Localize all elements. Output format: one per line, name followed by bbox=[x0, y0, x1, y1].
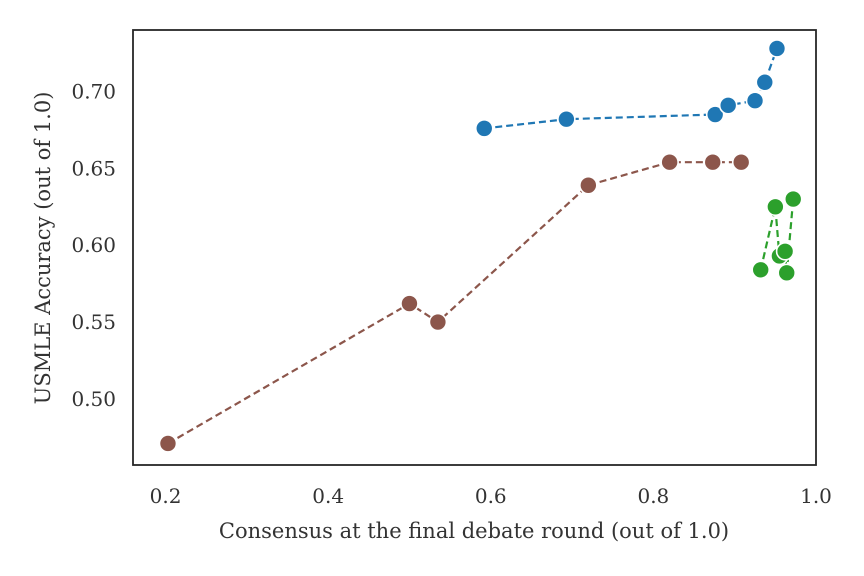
data-point-blue bbox=[557, 109, 576, 129]
data-point-green bbox=[783, 189, 803, 209]
series-layer bbox=[158, 39, 803, 453]
y-axis-label: USMLE Accuracy (out of 1.0) bbox=[31, 92, 55, 405]
data-point-brown bbox=[158, 434, 178, 453]
x-tick-label: 0.4 bbox=[312, 484, 344, 508]
data-point-brown bbox=[428, 312, 448, 332]
data-point-green bbox=[751, 260, 771, 280]
plot-frame bbox=[132, 29, 817, 466]
data-point-brown bbox=[579, 175, 598, 195]
y-tick-label: 0.65 bbox=[71, 156, 116, 180]
y-tick-label: 0.55 bbox=[71, 310, 116, 334]
data-point-blue bbox=[705, 105, 725, 124]
series-line-green bbox=[759, 199, 795, 273]
x-tick-label: 1.0 bbox=[800, 484, 832, 508]
y-tick-label: 0.70 bbox=[71, 79, 116, 103]
data-point-green bbox=[777, 263, 797, 283]
data-point-blue bbox=[718, 96, 738, 115]
y-tick-label: 0.60 bbox=[71, 233, 116, 257]
x-tick-label: 0.8 bbox=[637, 484, 669, 508]
x-tick-label: 0.6 bbox=[475, 484, 507, 508]
data-point-brown bbox=[660, 152, 679, 172]
plot-area bbox=[133, 30, 816, 465]
x-axis-ticks: 0.2 0.4 0.6 0.8 1.0 bbox=[150, 484, 832, 508]
data-point-blue bbox=[474, 119, 494, 138]
data-point-brown bbox=[731, 152, 751, 172]
y-axis-ticks: 0.50 0.55 0.60 0.65 0.70 bbox=[71, 79, 116, 410]
data-point-green bbox=[766, 197, 785, 217]
data-point-blue bbox=[755, 72, 775, 92]
x-tick-label: 0.2 bbox=[150, 484, 182, 508]
data-point-brown bbox=[400, 294, 419, 313]
y-tick-label: 0.50 bbox=[71, 387, 116, 411]
data-point-blue bbox=[767, 39, 787, 58]
x-axis-label: Consensus at the final debate round (out… bbox=[219, 519, 729, 543]
data-point-green bbox=[775, 242, 795, 261]
data-point-blue bbox=[745, 91, 765, 111]
data-point-brown bbox=[703, 152, 723, 172]
